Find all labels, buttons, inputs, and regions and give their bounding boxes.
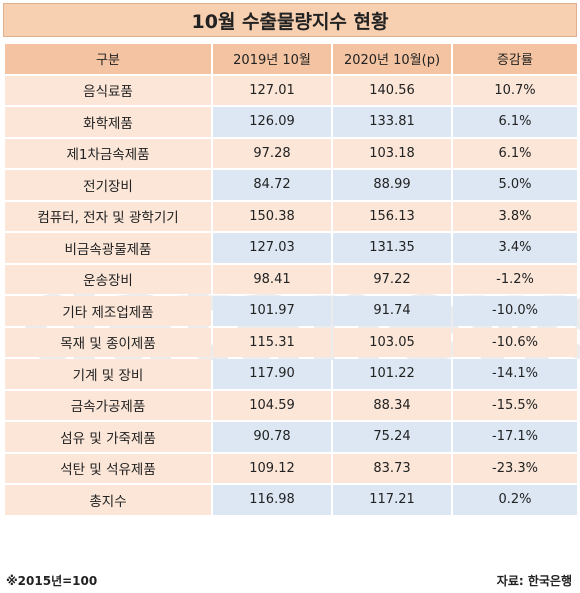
table-row: 기계 및 장비 117.90 101.22 -14.1%: [5, 359, 577, 389]
table-cell: 127.03: [213, 233, 331, 263]
table-cell: -15.5%: [453, 390, 577, 420]
row-label: 목재 및 종이제품: [5, 327, 211, 357]
table-cell: -23.3%: [453, 453, 577, 483]
table-row: 총지수 116.98 117.21 0.2%: [5, 485, 577, 515]
table-cell: 10.7%: [453, 75, 577, 105]
table-cell: -1.2%: [453, 264, 577, 294]
table-cell: 5.0%: [453, 170, 577, 200]
table-cell: 150.38: [213, 201, 331, 231]
column-header: 구분: [5, 44, 211, 74]
table-cell: 101.22: [333, 359, 451, 389]
table-cell: 156.13: [333, 201, 451, 231]
table-cell: 101.97: [213, 296, 331, 326]
table-cell: 6.1%: [453, 138, 577, 168]
row-label: 제1차금속제품: [5, 138, 211, 168]
table-cell: 3.8%: [453, 201, 577, 231]
row-label: 화학제품: [5, 107, 211, 137]
row-label: 기계 및 장비: [5, 359, 211, 389]
table-row: 전기장비 84.72 88.99 5.0%: [5, 170, 577, 200]
table-row: 기타 제조업제품 101.97 91.74 -10.0%: [5, 296, 577, 326]
table-cell: 140.56: [333, 75, 451, 105]
table-cell: 88.99: [333, 170, 451, 200]
table-cell: 90.78: [213, 422, 331, 452]
column-header: 증감률: [453, 44, 577, 74]
table-cell: -10.0%: [453, 296, 577, 326]
row-label: 전기장비: [5, 170, 211, 200]
row-label: 금속가공제품: [5, 390, 211, 420]
table-cell: 103.05: [333, 327, 451, 357]
table-title: 10월 수출물량지수 현황: [3, 3, 577, 37]
table-cell: 75.24: [333, 422, 451, 452]
table-row: 화학제품 126.09 133.81 6.1%: [5, 107, 577, 137]
table-row: 목재 및 종이제품 115.31 103.05 -10.6%: [5, 327, 577, 357]
table-cell: 109.12: [213, 453, 331, 483]
table-row: 석탄 및 석유제품 109.12 83.73 -23.3%: [5, 453, 577, 483]
table-row: 금속가공제품 104.59 88.34 -15.5%: [5, 390, 577, 420]
table-row: 비금속광물제품 127.03 131.35 3.4%: [5, 233, 577, 263]
row-label: 섬유 및 가죽제품: [5, 422, 211, 452]
export-volume-table: 구분 2019년 10월 2020년 10월(p) 증감률 음식료품 127.01 140…: [3, 42, 579, 517]
table-cell: 88.34: [333, 390, 451, 420]
row-label: 총지수: [5, 485, 211, 515]
table-row: 운송장비 98.41 97.22 -1.2%: [5, 264, 577, 294]
footnote: ※2015년=100: [6, 574, 98, 588]
table-cell: -17.1%: [453, 422, 577, 452]
source-note: 자료: 한국은행: [496, 574, 572, 588]
table-cell: 116.98: [213, 485, 331, 515]
row-label: 운송장비: [5, 264, 211, 294]
table-cell: -10.6%: [453, 327, 577, 357]
table-cell: 103.18: [333, 138, 451, 168]
row-label: 음식료품: [5, 75, 211, 105]
row-label: 석탄 및 석유제품: [5, 453, 211, 483]
table-cell: 133.81: [333, 107, 451, 137]
table-cell: 3.4%: [453, 233, 577, 263]
table-row: 섬유 및 가죽제품 90.78 75.24 -17.1%: [5, 422, 577, 452]
table-cell: 84.72: [213, 170, 331, 200]
table-row: 컴퓨터, 전자 및 광학기기 150.38 156.13 3.8%: [5, 201, 577, 231]
row-label: 컴퓨터, 전자 및 광학기기: [5, 201, 211, 231]
table-cell: 104.59: [213, 390, 331, 420]
column-header: 2020년 10월(p): [333, 44, 451, 74]
table-cell: 6.1%: [453, 107, 577, 137]
table-cell: -14.1%: [453, 359, 577, 389]
table-cell: 117.21: [333, 485, 451, 515]
table-row: 제1차금속제품 97.28 103.18 6.1%: [5, 138, 577, 168]
table-cell: 115.31: [213, 327, 331, 357]
table-cell: 97.22: [333, 264, 451, 294]
table-cell: 97.28: [213, 138, 331, 168]
table-cell: 98.41: [213, 264, 331, 294]
table-cell: 91.74: [333, 296, 451, 326]
table-cell: 0.2%: [453, 485, 577, 515]
row-label: 비금속광물제품: [5, 233, 211, 263]
table-row: 음식료품 127.01 140.56 10.7%: [5, 75, 577, 105]
column-header: 2019년 10월: [213, 44, 331, 74]
table-cell: 83.73: [333, 453, 451, 483]
row-label: 기타 제조업제품: [5, 296, 211, 326]
table-cell: 127.01: [213, 75, 331, 105]
table-cell: 131.35: [333, 233, 451, 263]
table-cell: 126.09: [213, 107, 331, 137]
header-row: 구분 2019년 10월 2020년 10월(p) 증감률: [5, 44, 577, 74]
table-cell: 117.90: [213, 359, 331, 389]
